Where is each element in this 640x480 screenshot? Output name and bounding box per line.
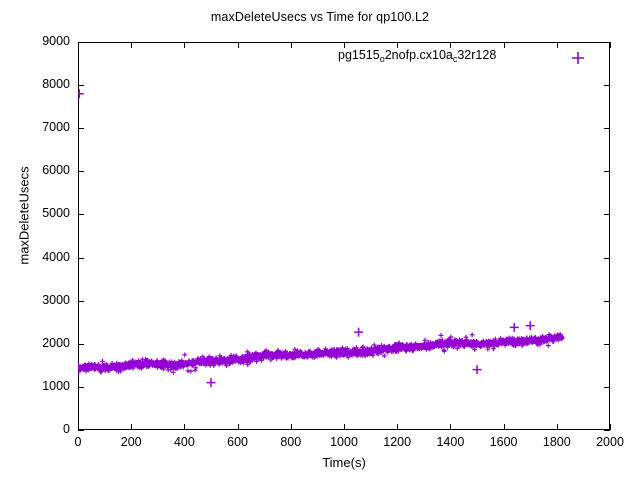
x-tick-mark-top [344, 42, 345, 48]
y-tick-mark [78, 171, 84, 173]
x-tick-mark-top [131, 42, 133, 48]
y-tick-mark-right [604, 171, 610, 173]
x-tick-mark [503, 424, 505, 430]
y-tick-label: 4000 [42, 249, 70, 264]
x-tick-mark [397, 424, 399, 430]
y-tick-mark-right [604, 128, 610, 130]
x-tick-mark-top [78, 42, 79, 48]
x-tick-label: 0 [74, 435, 82, 449]
x-tick-label: 1400 [436, 435, 465, 449]
scatter-plot-canvas [78, 89, 565, 388]
x-tick-label: 200 [120, 435, 142, 449]
x-tick-label: 1000 [330, 435, 358, 449]
y-tick-label: 0 [63, 422, 70, 436]
y-tick-mark [78, 42, 84, 43]
x-tick-mark [344, 424, 345, 430]
y-tick-mark-right [604, 257, 610, 259]
x-tick-mark-top [184, 42, 186, 48]
y-tick-mark-right [604, 85, 610, 87]
legend-series-label: pg1515o2nofp.cx10ac32r128 [338, 48, 497, 64]
x-tick-mark-top [610, 42, 611, 48]
y-tick-label: 7000 [42, 120, 70, 135]
x-tick-label: 2000 [596, 435, 624, 449]
y-tick-label: 6000 [42, 163, 70, 178]
y-tick-mark-right [604, 214, 610, 216]
data-point-layer [78, 89, 565, 388]
y-tick-mark-right [604, 430, 610, 431]
x-tick-mark-top [556, 42, 558, 48]
y-tick-label: 3000 [42, 292, 70, 307]
y-tick-mark-right [604, 343, 610, 345]
y-tick-mark [78, 300, 84, 302]
y-tick-mark [78, 214, 84, 216]
x-tick-mark [450, 424, 452, 430]
x-axis-title: Time(s) [322, 455, 366, 470]
y-tick-mark-right [604, 386, 610, 388]
x-tick-mark-top [503, 42, 505, 48]
chart-title: maxDeleteUsecs vs Time for qp100.L2 [210, 10, 430, 24]
x-tick-mark [290, 424, 292, 430]
x-tick-mark [184, 424, 186, 430]
x-tick-mark-top [450, 42, 452, 48]
x-tick-mark [556, 424, 558, 430]
y-tick-mark-right [604, 300, 610, 302]
x-tick-mark [610, 424, 611, 430]
x-tick-mark [131, 424, 133, 430]
y-tick-label: 9000 [42, 34, 70, 48]
y-tick-mark-right [604, 42, 610, 43]
x-tick-mark-top [237, 42, 239, 48]
y-tick-mark [78, 343, 84, 345]
legend-marker-plus-icon [572, 52, 584, 64]
y-tick-mark [78, 128, 84, 130]
x-tick-mark [237, 424, 239, 430]
x-tick-mark-top [290, 42, 292, 48]
x-tick-label: 600 [227, 435, 249, 449]
y-tick-label: 2000 [42, 335, 70, 350]
y-tick-label: 1000 [42, 378, 70, 393]
y-tick-label: 8000 [42, 77, 70, 92]
x-tick-mark [78, 424, 79, 430]
legend: pg1515o2nofp.cx10ac32r128 [338, 48, 497, 64]
x-tick-label: 800 [280, 435, 302, 449]
y-tick-mark [78, 386, 84, 388]
x-tick-mark-top [397, 42, 399, 48]
outlier-data-points [78, 89, 535, 388]
x-tick-label: 1200 [383, 435, 412, 449]
x-tick-label: 1800 [542, 435, 571, 449]
y-tick-mark [78, 85, 84, 87]
x-tick-label: 400 [173, 435, 195, 449]
x-tick-label: 1600 [489, 435, 518, 449]
y-tick-label: 5000 [42, 206, 70, 221]
data-points-cloud [78, 332, 565, 376]
y-tick-mark [78, 257, 84, 259]
y-tick-mark [78, 430, 84, 431]
